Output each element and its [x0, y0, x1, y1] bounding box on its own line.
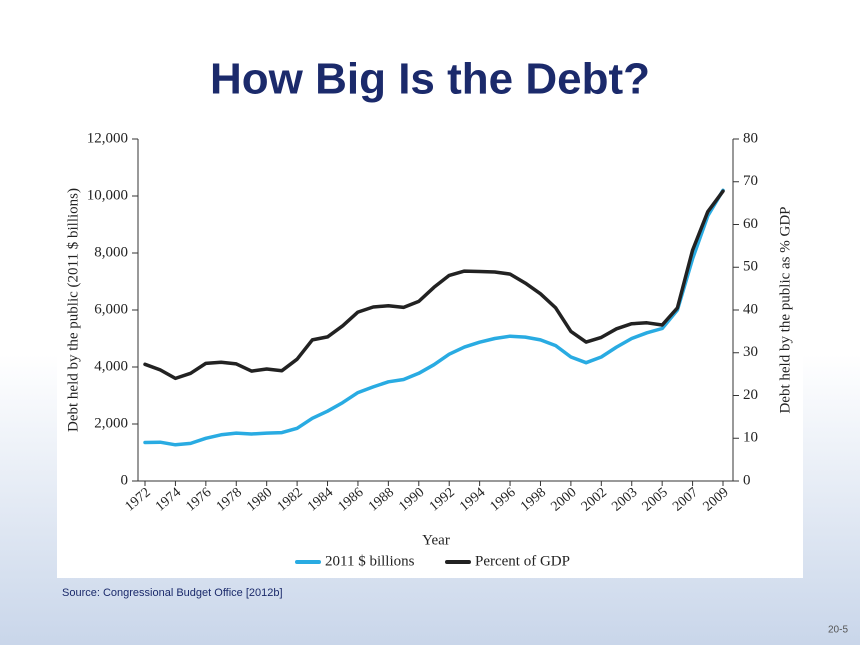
page-number: 20-5 — [828, 625, 848, 636]
y-tick-label: 12,000 — [87, 130, 128, 146]
y2-tick-label: 30 — [743, 344, 758, 360]
y2-tick-label: 80 — [743, 130, 758, 146]
y2-axis-title: Debt held by the public as % GDP — [777, 206, 793, 413]
legend-label: Percent of GDP — [475, 553, 570, 569]
y-tick-label: 4,000 — [94, 358, 128, 374]
y2-tick-label: 50 — [743, 259, 758, 275]
x-axis-title: Year — [422, 532, 450, 548]
y-tick-label: 8,000 — [94, 244, 128, 260]
y2-tick-label: 70 — [743, 173, 758, 189]
series-line — [143, 188, 725, 447]
source-note: Source: Congressional Budget Office [201… — [62, 587, 283, 599]
legend-label: 2011 $ billions — [325, 553, 415, 569]
y2-tick-label: 60 — [743, 216, 758, 232]
y2-tick-label: 0 — [743, 472, 751, 488]
chart-title: How Big Is the Debt? — [210, 55, 650, 104]
chart-panel — [57, 125, 803, 578]
y-axis-title: Debt held by the public (2011 $ billions… — [65, 188, 81, 432]
y2-tick-label: 20 — [743, 387, 758, 403]
y-tick-label: 2,000 — [94, 415, 128, 431]
y2-tick-label: 10 — [743, 430, 758, 446]
y-tick-label: 10,000 — [87, 187, 128, 203]
y2-tick-label: 40 — [743, 301, 758, 317]
y-tick-label: 0 — [121, 472, 129, 488]
y-tick-label: 6,000 — [94, 301, 128, 317]
series-line — [143, 189, 725, 381]
